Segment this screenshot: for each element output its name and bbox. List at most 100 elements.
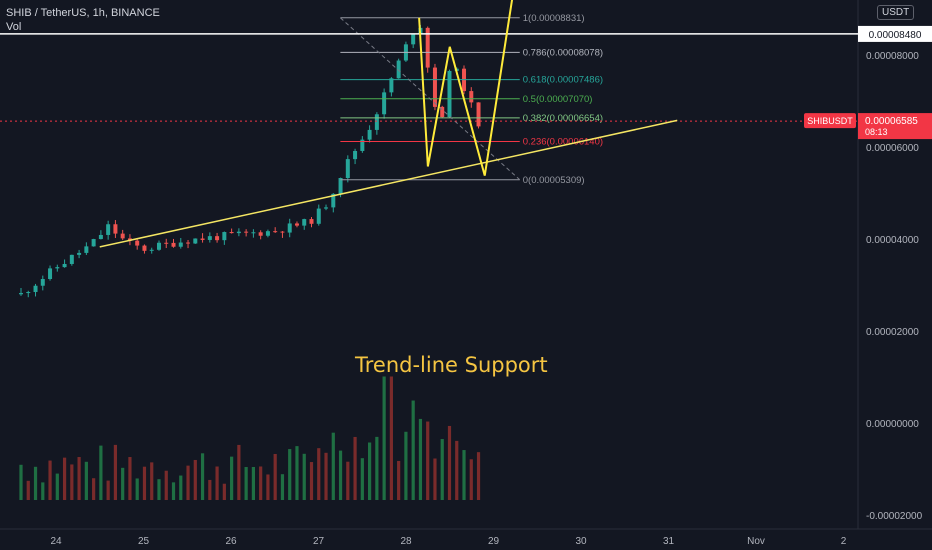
candle-body xyxy=(367,129,372,140)
candle-body xyxy=(280,231,285,233)
candle-body xyxy=(98,234,103,240)
x-tick-label: 28 xyxy=(400,536,412,547)
volume-bar xyxy=(455,440,459,500)
candle-body xyxy=(149,249,154,251)
volume-bar xyxy=(382,376,386,500)
volume-bar xyxy=(142,466,147,500)
volume-bar xyxy=(26,480,30,500)
volume-bar xyxy=(77,457,81,500)
fib-source-line xyxy=(340,17,521,181)
candle-body xyxy=(287,223,292,233)
chart-header: SHIB / TetherUS, 1h, BINANCE Vol xyxy=(6,6,160,34)
candle-body xyxy=(193,238,198,244)
volume-bar xyxy=(462,450,466,500)
currency-button[interactable]: USDT xyxy=(877,5,915,20)
x-tick-label: 30 xyxy=(575,536,587,547)
candle-body xyxy=(40,279,45,286)
volume-bar xyxy=(193,459,197,500)
volume-bar xyxy=(150,462,154,500)
candle-body xyxy=(113,224,118,234)
candle-body xyxy=(200,238,205,240)
volume-bar xyxy=(389,376,393,500)
volume-bar xyxy=(92,478,96,500)
trendline-support xyxy=(99,119,678,248)
volume-bar xyxy=(208,479,212,500)
price-symbol-text: SHIBUSDT xyxy=(807,116,853,126)
candle-body xyxy=(273,231,278,233)
candle-body xyxy=(178,242,183,247)
volume-bar xyxy=(346,461,350,500)
candle-body xyxy=(120,233,125,239)
fib-level-label: 0.382(0.00006654) xyxy=(523,113,603,124)
volume-bar xyxy=(426,421,430,500)
x-tick-label: 31 xyxy=(663,536,675,547)
candle-body xyxy=(142,245,147,251)
volume-bar xyxy=(259,466,263,500)
volume-bar xyxy=(171,482,176,500)
volume-bar xyxy=(121,467,125,500)
y-tick-label: 0.00002000 xyxy=(866,327,919,338)
candle-body xyxy=(55,267,60,269)
y-tick-label: 0.00000000 xyxy=(866,419,919,430)
candle-body xyxy=(244,231,249,233)
candle-body xyxy=(353,150,358,160)
candle-body xyxy=(316,208,321,224)
volume-bar xyxy=(113,444,118,500)
candle-body xyxy=(84,246,89,253)
volume-bar xyxy=(266,474,270,500)
candle-body xyxy=(411,33,416,45)
fib-level-label: 1(0.00008831) xyxy=(523,13,585,24)
volume-bar xyxy=(200,453,205,500)
candle-body xyxy=(432,67,437,107)
price-value-text: 0.00006585 xyxy=(865,116,918,127)
price-label-group xyxy=(804,113,932,140)
volume-bar xyxy=(48,460,52,500)
volume-bar xyxy=(128,457,132,500)
candle-body xyxy=(62,263,67,268)
x-tick-label: 24 xyxy=(50,536,62,547)
volume-bar xyxy=(99,445,103,500)
x-tick-label: 2 xyxy=(841,536,847,547)
fib-level-label: 0(0.00005309) xyxy=(523,175,585,186)
volume-bar xyxy=(309,462,314,500)
x-tick-label: 29 xyxy=(488,536,500,547)
candle-body xyxy=(19,293,23,295)
volume-bar xyxy=(157,479,161,500)
y-tick-label: -0.00002000 xyxy=(866,511,923,522)
volume-bar xyxy=(186,465,190,500)
volume-bar xyxy=(418,418,423,500)
trendline-annotation: Trend-line Support xyxy=(354,353,548,377)
marked-level-value: 0.00008480 xyxy=(869,30,922,41)
candle-body xyxy=(48,268,53,280)
candle-body xyxy=(265,231,270,236)
volume-bar xyxy=(397,460,401,500)
candle-body xyxy=(425,27,430,68)
volume-bar xyxy=(70,464,74,500)
marked-level-tag xyxy=(858,25,932,42)
volume-bar xyxy=(135,478,139,500)
volume-bar xyxy=(360,458,364,500)
candle-body xyxy=(69,254,74,264)
candle-body xyxy=(33,285,38,293)
volume-bar xyxy=(324,452,328,500)
candle-body xyxy=(156,242,161,250)
volume-bar xyxy=(353,436,357,500)
candle-body xyxy=(447,70,452,118)
volume-bar xyxy=(41,482,45,500)
candle-body xyxy=(302,219,307,226)
candle-body xyxy=(360,139,365,151)
candle-body xyxy=(331,193,336,208)
volume-bar xyxy=(237,444,241,500)
volume-bar xyxy=(179,475,183,500)
volume-bar xyxy=(404,431,408,500)
candle-body xyxy=(396,60,401,79)
candle-body xyxy=(236,231,241,234)
volume-indicator-label[interactable]: Vol xyxy=(6,21,22,33)
volume-bar xyxy=(440,439,444,500)
x-tick-label: 25 xyxy=(138,536,150,547)
candle-body xyxy=(345,159,350,178)
symbol-title: SHIB / TetherUS, 1h, BINANCE xyxy=(6,7,160,19)
volume-bar xyxy=(331,432,335,500)
